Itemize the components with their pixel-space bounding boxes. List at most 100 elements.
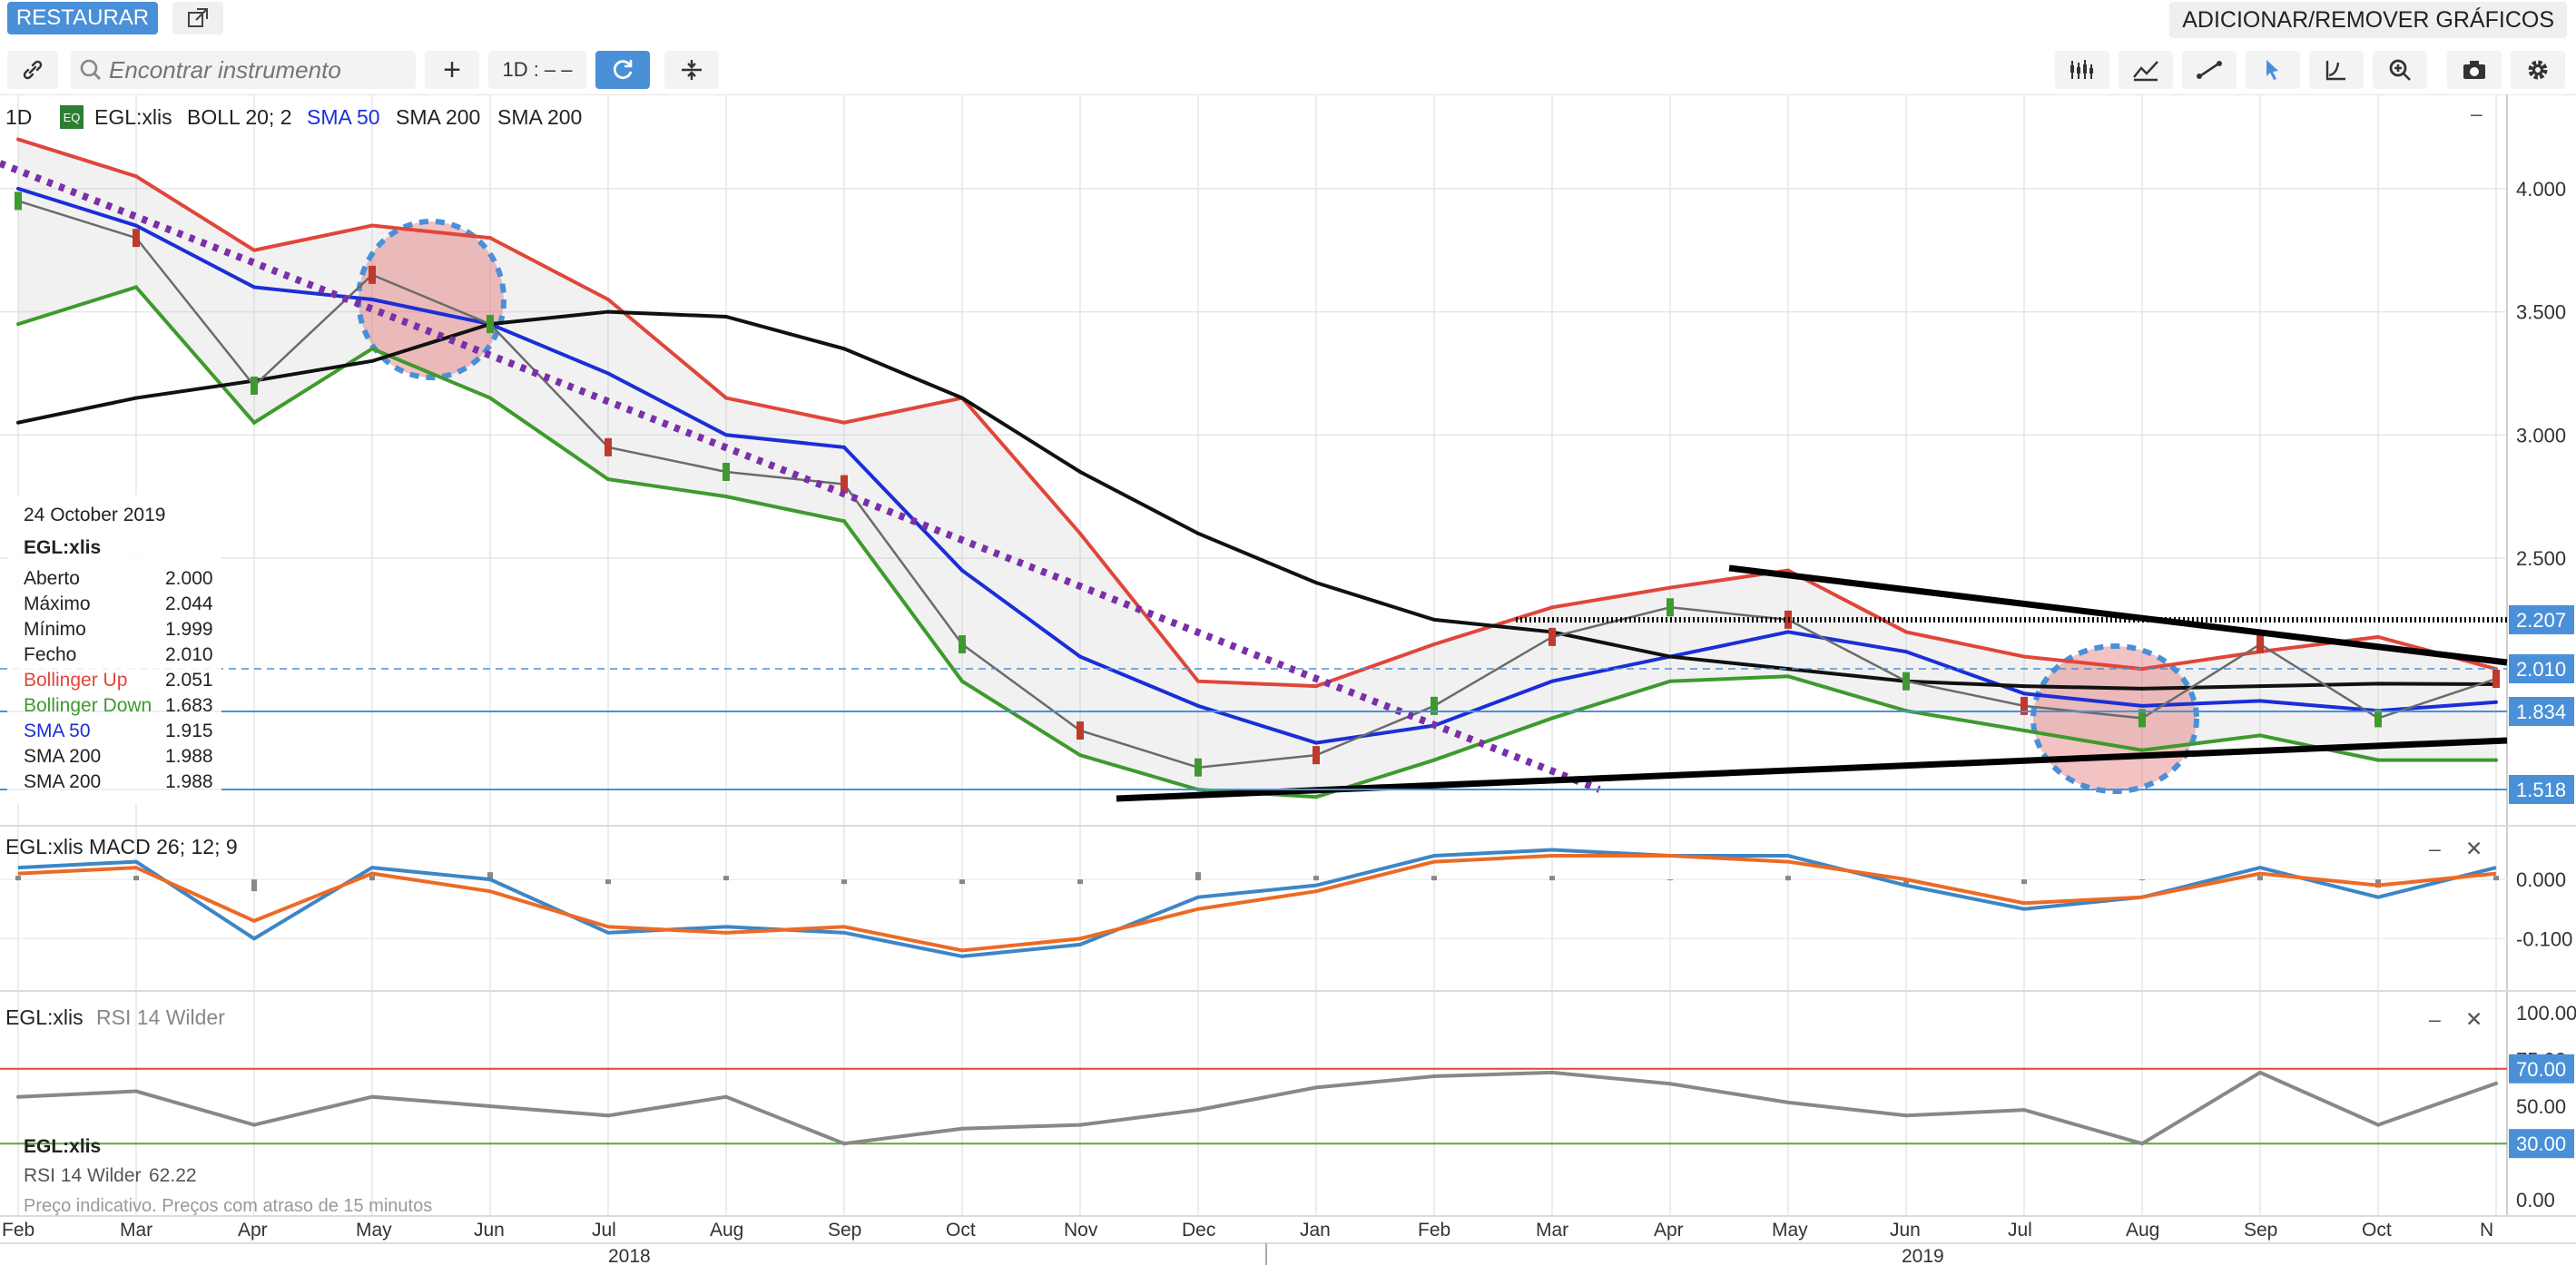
series-point — [16, 322, 20, 327]
info-symbol: EGL:xlis — [24, 537, 102, 558]
candle-point — [487, 315, 494, 334]
candlestick-icon — [2070, 60, 2093, 79]
series-point — [1786, 667, 1790, 672]
series-point — [2494, 700, 2498, 704]
rsi-point — [724, 1094, 728, 1099]
chart-area[interactable]: 4.000 3.500 3.000 2.500 Feb Mar Apr May Jun Jul Au… — [0, 94, 2576, 1265]
rsi-tag-label: 30.00 — [2516, 1133, 2566, 1155]
x-tick-label: Jun — [474, 1220, 505, 1240]
series-point — [1196, 531, 1200, 535]
rsi-point — [1668, 1082, 1672, 1086]
y-tick-label: 3.000 — [2516, 424, 2566, 446]
info-value: 2.044 — [165, 593, 213, 614]
x-tick-label: Sep — [2244, 1220, 2277, 1240]
line-tool-icon — [2197, 61, 2222, 79]
series-point — [252, 420, 256, 425]
price-tag-bg — [2509, 654, 2574, 683]
series-point — [960, 396, 964, 400]
rsi-info-symbol: EGL:xlis — [24, 1136, 102, 1157]
macd-title: EGL:xlis MACD 26; 12; 9 — [5, 835, 238, 858]
zoom-button[interactable] — [2373, 51, 2427, 89]
info-label: Fecho — [24, 644, 77, 665]
rsi-point — [488, 1104, 492, 1108]
macd-histogram-bar — [1785, 876, 1791, 881]
link-icon — [23, 60, 43, 80]
rsi-info-box: EGL:xlis RSI 14 Wilder 62.22 — [7, 1125, 280, 1191]
series-point — [2258, 699, 2262, 703]
minimize-rsi-icon[interactable]: – — [2429, 1007, 2441, 1031]
series-point — [370, 358, 374, 363]
rsi-point — [1550, 1070, 1554, 1074]
candle-point — [1549, 627, 1556, 646]
series-point — [842, 420, 846, 425]
series-point — [252, 248, 256, 252]
add-remove-charts-button[interactable]: ADICIONAR/REMOVER GRÁFICOS — [2169, 2, 2567, 38]
compare-button[interactable] — [664, 51, 719, 89]
search-icon — [80, 59, 101, 80]
rsi-point — [134, 1089, 138, 1093]
refresh-button[interactable] — [595, 51, 650, 89]
x-tick-label: Nov — [1064, 1220, 1098, 1240]
restore-button[interactable]: RESTAURAR — [7, 2, 158, 34]
price-tag-label: 2.207 — [2516, 609, 2566, 632]
series-point — [1668, 585, 1672, 590]
indicators-button[interactable] — [2119, 51, 2173, 89]
info-value: 1.988 — [165, 771, 213, 792]
series-point — [842, 445, 846, 449]
series-point — [252, 285, 256, 289]
macd-histogram-bar — [2021, 879, 2027, 885]
draw-line-button[interactable] — [2182, 51, 2237, 89]
rsi-title-indicator: RSI 14 Wilder — [96, 1005, 225, 1029]
year-label: 2018 — [608, 1246, 651, 1265]
price-tag-bg — [2509, 697, 2574, 726]
series-point — [1078, 531, 1082, 535]
series-point — [1668, 654, 1672, 659]
minimize-main-icon[interactable]: – — [2471, 102, 2483, 125]
series-point — [1550, 605, 1554, 610]
search-input[interactable] — [107, 54, 401, 85]
macd-histogram-bar — [2139, 879, 2145, 881]
x-tick-label: Sep — [828, 1220, 861, 1240]
series-point — [960, 679, 964, 683]
info-label: Bollinger Up — [24, 670, 128, 691]
series-point — [1432, 642, 1436, 646]
instrument-search[interactable] — [71, 51, 416, 89]
candle-point — [133, 229, 140, 248]
info-label: Bollinger Down — [24, 695, 152, 716]
settings-button[interactable] — [2511, 51, 2565, 89]
snapshot-button[interactable] — [2447, 51, 2502, 89]
pointer-button[interactable] — [2246, 51, 2300, 89]
collapse-icon — [682, 60, 702, 80]
rsi-title-symbol: EGL:xlis — [5, 1005, 84, 1029]
series-point — [1786, 674, 1790, 679]
minimize-macd-icon[interactable]: – — [2429, 837, 2441, 860]
rsi-point — [370, 1094, 374, 1099]
series-point — [2258, 684, 2262, 689]
indicator-sma200-b: SMA 200 — [497, 105, 583, 129]
rsi-point — [1196, 1108, 1200, 1113]
series-point — [16, 420, 20, 425]
cursor-icon — [2266, 60, 2278, 80]
series-point — [2022, 729, 2026, 732]
series-point — [1786, 568, 1790, 573]
rsi-y-tick: 50.00 — [2516, 1095, 2566, 1118]
macd-y-tick: -0.100 — [2516, 927, 2572, 950]
close-rsi-icon[interactable]: ✕ — [2465, 1007, 2483, 1031]
macd-histogram-bar — [487, 872, 493, 881]
fibonacci-button[interactable] — [2309, 51, 2364, 89]
info-value: 2.051 — [165, 670, 213, 691]
info-value: 1.988 — [165, 746, 213, 767]
candle-point — [959, 635, 966, 653]
rsi-point — [1904, 1113, 1908, 1118]
rsi-point — [1314, 1085, 1318, 1090]
series-point — [724, 396, 728, 400]
add-instrument-button[interactable]: + — [425, 51, 479, 89]
series-point — [1196, 703, 1200, 708]
link-button[interactable] — [7, 51, 58, 89]
series-point — [1432, 758, 1436, 762]
popout-button[interactable] — [172, 2, 223, 34]
interval-select[interactable]: 1D : – – — [488, 51, 586, 89]
close-macd-icon[interactable]: ✕ — [2465, 837, 2483, 860]
candles-button[interactable] — [2055, 51, 2109, 89]
